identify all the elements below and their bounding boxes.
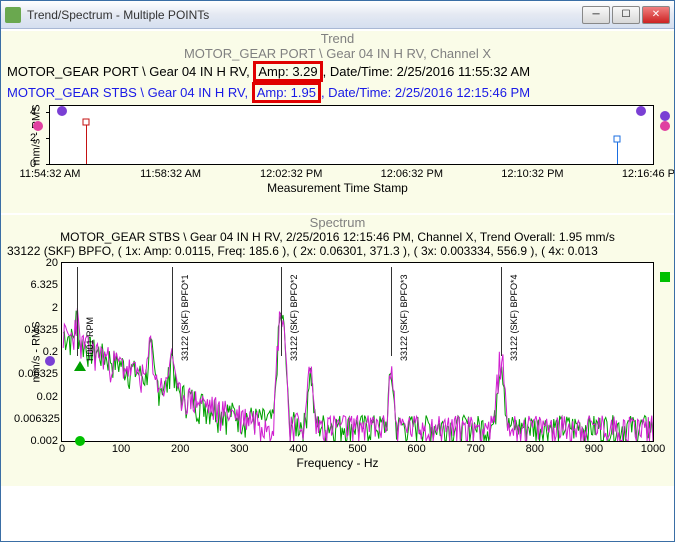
spectrum-marker [660, 272, 670, 282]
harmonic-label: 33122 (SKF) BPFO*4 [509, 274, 519, 361]
spectrum-ytick: 2 [14, 302, 58, 314]
titlebar[interactable]: Trend/Spectrum - Multiple POINTs ─ ☐ ✕ [1, 1, 674, 29]
harmonic-marker [77, 267, 78, 356]
spectrum-marker [74, 361, 86, 371]
spectrum-xtick: 800 [526, 443, 544, 455]
spectrum-ytick: 0.006325 [14, 413, 58, 425]
trend-xlabel: Measurement Time Stamp [1, 181, 674, 195]
trend-xtick: 12:16:46 PM [622, 168, 674, 180]
spectrum-ytick: 6.325 [14, 279, 58, 291]
spectrum-xtick: 200 [171, 443, 189, 455]
trend-xtick: 12:02:32 PM [260, 168, 322, 180]
spectrum-xtick: 1000 [641, 443, 665, 455]
spectrum-ytick: 0.002 [14, 435, 58, 447]
maximize-button[interactable]: ☐ [612, 6, 640, 24]
trend-subhead: MOTOR_GEAR PORT \ Gear 04 IN H RV, Chann… [1, 46, 674, 61]
trend-marker-dot [636, 106, 646, 116]
close-button[interactable]: ✕ [642, 6, 670, 24]
harmonic-marker [172, 267, 173, 356]
trend-ytick: 4 [30, 106, 36, 118]
spectrum-svg [62, 263, 653, 441]
spectrum-xlabel: Frequency - Hz [1, 456, 674, 470]
trend-panel: Trend MOTOR_GEAR PORT \ Gear 04 IN H RV,… [1, 31, 674, 213]
spectrum-xtick: 600 [407, 443, 425, 455]
trend-xtick: 12:10:32 PM [501, 168, 563, 180]
trend-port-suffix: , Date/Time: 2/25/2016 11:55:32 AM [323, 64, 530, 79]
content-area: Trend MOTOR_GEAR PORT \ Gear 04 IN H RV,… [1, 29, 674, 541]
harmonic-marker [391, 267, 392, 356]
trend-port-amp: Amp: 3.29 [258, 64, 317, 79]
trend-xtick: 11:54:32 AM [20, 168, 81, 180]
harmonic-label: 33122 (SKF) BPFO*2 [289, 274, 299, 361]
trend-stbs-amp: Amp: 1.95 [257, 85, 316, 100]
spectrum-info1: MOTOR_GEAR STBS \ Gear 04 IN H RV, 2/25/… [1, 230, 674, 244]
trend-plot[interactable]: mm/s - RMS 02411:54:32 AM11:58:32 AM12:0… [49, 105, 654, 165]
trend-xtick: 11:58:32 AM [140, 168, 201, 180]
spectrum-ytick: 0.02 [14, 391, 58, 403]
harmonic-label: H001 RPM [85, 317, 95, 361]
window-title: Trend/Spectrum - Multiple POINTs [27, 8, 582, 22]
harmonic-marker [281, 267, 282, 356]
app-icon [5, 7, 21, 23]
trend-xtick: 12:06:32 PM [381, 168, 443, 180]
spectrum-xtick: 900 [585, 443, 603, 455]
trend-port-prefix: MOTOR_GEAR PORT \ Gear 04 IN H RV, [7, 64, 250, 79]
spectrum-xtick: 400 [289, 443, 307, 455]
app-window: Trend/Spectrum - Multiple POINTs ─ ☐ ✕ T… [0, 0, 675, 542]
trend-marker-dot [660, 121, 670, 131]
spectrum-xtick: 700 [467, 443, 485, 455]
spectrum-info2: 33122 (SKF) BPFO, ( 1x: Amp: 0.0115, Fre… [1, 244, 674, 258]
minimize-button[interactable]: ─ [582, 6, 610, 24]
trend-line-port: MOTOR_GEAR PORT \ Gear 04 IN H RV, Amp: … [1, 61, 674, 82]
trend-marker-dot [57, 106, 67, 116]
harmonic-marker [501, 267, 502, 356]
trend-line-stbs: MOTOR_GEAR STBS \ Gear 04 IN H RV, Amp: … [1, 82, 674, 103]
spectrum-ytick: 20 [14, 257, 58, 269]
trend-port-amp-highlight: Amp: 3.29 [253, 61, 322, 82]
spectrum-xtick: 100 [112, 443, 130, 455]
trend-heading: Trend [1, 31, 674, 46]
trend-stbs-suffix: , Date/Time: 2/25/2016 12:15:46 PM [321, 85, 530, 100]
spectrum-xtick: 300 [230, 443, 248, 455]
spectrum-marker [75, 436, 85, 446]
spectrum-plot[interactable]: mm/s - RMS 0.0020.0063250.020.063250.20.… [61, 262, 654, 442]
spectrum-ytick: 0.6325 [14, 324, 58, 336]
spectrum-panel: Spectrum MOTOR_GEAR STBS \ Gear 04 IN H … [1, 215, 674, 486]
window-buttons: ─ ☐ ✕ [582, 6, 670, 24]
spectrum-xtick: 500 [348, 443, 366, 455]
trend-ytick: 2 [30, 132, 36, 144]
spectrum-marker [45, 356, 55, 366]
spectrum-xtick: 0 [59, 443, 65, 455]
trend-stbs-amp-highlight: Amp: 1.95 [252, 82, 321, 103]
harmonic-label: 33122 (SKF) BPFO*3 [399, 274, 409, 361]
spectrum-heading: Spectrum [1, 215, 674, 230]
harmonic-label: 33122 (SKF) BPFO*1 [180, 274, 190, 361]
spectrum-ytick: 0.06325 [14, 368, 58, 380]
trend-stbs-prefix: MOTOR_GEAR STBS \ Gear 04 IN H RV, [7, 85, 248, 100]
trend-marker-dot [33, 121, 43, 131]
trend-marker-dot [660, 111, 670, 121]
